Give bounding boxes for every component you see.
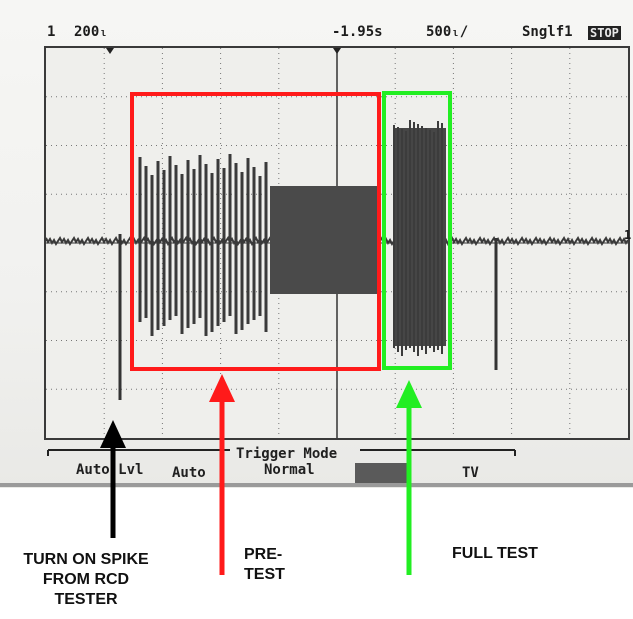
waveform-display [46, 48, 628, 438]
channel-level-marker: 1 [624, 228, 632, 242]
softkey-auto-lvl[interactable]: Auto Lvl [76, 462, 144, 478]
run-state-badge: STOP [588, 26, 621, 40]
channel-number: 1 [47, 24, 56, 40]
photo-bottom-edge [0, 483, 633, 487]
spike-arrow [100, 420, 126, 538]
spike-annotation-label: TURN ON SPIKE FROM RCD TESTER [23, 551, 149, 608]
trigger-marker-left [106, 48, 114, 54]
softkey-tv[interactable]: TV [462, 465, 479, 481]
full-test-annotation-label: FULL TEST [452, 545, 538, 562]
pre-test-arrow [209, 374, 235, 575]
time-per-div: 500ₗ/ [426, 24, 469, 40]
trigger-delay: -1.95s [332, 24, 383, 40]
full-test-highlight-box [382, 91, 452, 370]
softkey-normal[interactable]: Normal [264, 462, 315, 478]
softkey-bracket [47, 449, 516, 456]
pre-test-block [270, 186, 378, 294]
softkey-auto[interactable]: Auto [172, 465, 206, 481]
sweep-mode: Snglf1 [522, 24, 573, 40]
oscilloscope-photo: 1 200ₗ -1.95s 500ₗ/ Snglf1 STOP 1 Trigge… [0, 0, 633, 488]
full-test-arrow [396, 380, 422, 575]
volts-per-div: 200ₗ [74, 24, 108, 40]
scope-screen [44, 46, 630, 440]
trigger-mode-title: Trigger Mode [236, 446, 338, 462]
pre-test-highlight-box [130, 92, 381, 371]
pre-test-annotation-label: PRE- TEST [244, 546, 285, 583]
softkey-selected-highlight[interactable] [355, 463, 410, 485]
trigger-marker-center [333, 48, 341, 54]
